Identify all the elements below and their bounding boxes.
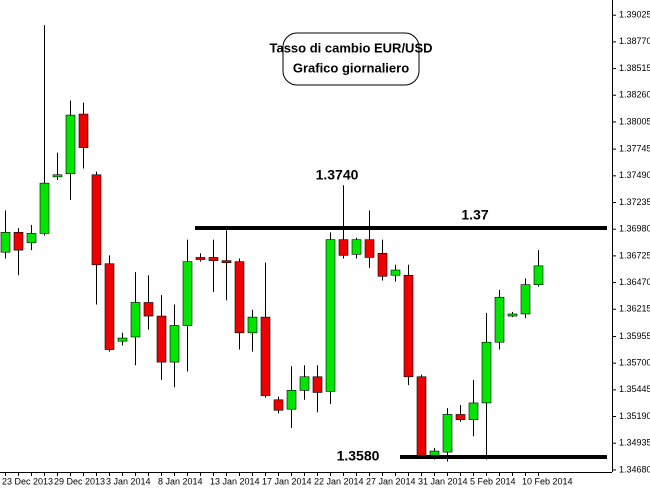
candle-body: [221, 260, 232, 263]
candle-body: [13, 232, 24, 251]
candle-body: [260, 316, 271, 396]
candle-body: [481, 341, 492, 404]
y-tick-label: 1.35955: [619, 331, 650, 341]
candle-body: [65, 114, 76, 175]
candle-body: [91, 174, 102, 266]
candle-body: [377, 252, 388, 277]
candle-body: [312, 376, 323, 393]
y-tick-label: 1.36470: [619, 277, 650, 287]
candle-body: [52, 174, 63, 178]
annotation: 1.37: [461, 207, 488, 223]
candle-body: [416, 376, 427, 456]
candle-body: [208, 257, 219, 261]
candle-body: [0, 232, 11, 253]
candle-body: [338, 239, 349, 256]
candle-body: [507, 313, 518, 317]
y-tick-label: 1.34935: [619, 438, 650, 448]
candle-body: [104, 263, 115, 350]
y-tick-label: 1.34680: [619, 464, 650, 474]
candle-body: [299, 376, 310, 391]
y-tick-label: 1.38515: [619, 63, 650, 73]
x-tick-label: 3 Jan 2014: [106, 476, 151, 486]
candle-body: [533, 265, 544, 285]
y-tick-label: 1.38005: [619, 116, 650, 126]
y-tick-label: 1.39025: [619, 10, 650, 20]
candle-body: [273, 399, 284, 411]
chart-subtitle: Grafico giornaliero: [293, 60, 409, 75]
candle-body: [390, 269, 401, 276]
y-tick-label: 1.38260: [619, 90, 650, 100]
y-tick-label: 1.35445: [619, 384, 650, 394]
y-tick-label: 1.37235: [619, 197, 650, 207]
candle-body: [364, 239, 375, 258]
x-tick-label: 27 Jan 2014: [366, 476, 416, 486]
x-tick-label: 10 Feb 2014: [522, 476, 573, 486]
candle-body: [468, 402, 479, 420]
candle-body: [143, 302, 154, 317]
candle-body: [455, 414, 466, 420]
candle-body: [169, 325, 180, 363]
candle-body: [182, 261, 193, 326]
candle-body: [39, 182, 50, 234]
y-tick-label: 1.35190: [619, 411, 650, 421]
candle-body: [494, 296, 505, 343]
x-tick-label: 31 Jan 2014: [418, 476, 468, 486]
candle-body: [520, 284, 531, 315]
y-tick-label: 1.37490: [619, 170, 650, 180]
x-tick-label: 5 Feb 2014: [470, 476, 516, 486]
annotation: 1.3740: [316, 167, 359, 183]
candle-body: [403, 274, 414, 378]
candle-body: [351, 239, 362, 255]
candle-body: [195, 257, 206, 260]
y-tick-label: 1.37745: [619, 144, 650, 154]
candle-body: [117, 337, 128, 342]
candle-body: [247, 316, 258, 334]
y-tick-label: 1.36725: [619, 250, 650, 260]
chart-title: Tasso di cambio EUR/USD: [269, 40, 432, 55]
candle-body: [26, 233, 37, 244]
candle-body: [429, 450, 440, 456]
y-tick-label: 1.35700: [619, 358, 650, 368]
candle-body: [442, 414, 453, 453]
y-tick-label: 1.36215: [619, 304, 650, 314]
candle-body: [78, 113, 89, 148]
x-tick-label: 13 Jan 2014: [210, 476, 260, 486]
x-tick-label: 22 Jan 2014: [314, 476, 364, 486]
title-box: [282, 32, 420, 86]
y-tick-label: 1.38770: [619, 36, 650, 46]
candle-body: [234, 261, 245, 334]
candle-body: [286, 390, 297, 410]
y-tick-label: 1.36980: [619, 224, 650, 234]
x-tick-label: 8 Jan 2014: [158, 476, 203, 486]
candle-body: [130, 302, 141, 338]
x-tick-label: 23 Dec 2013: [2, 476, 53, 486]
candle-body: [156, 315, 167, 363]
x-tick-label: 17 Jan 2014: [262, 476, 312, 486]
annotation: 1.3580: [337, 448, 380, 464]
candle-body: [325, 239, 336, 392]
x-tick-label: 29 Dec 2013: [54, 476, 105, 486]
